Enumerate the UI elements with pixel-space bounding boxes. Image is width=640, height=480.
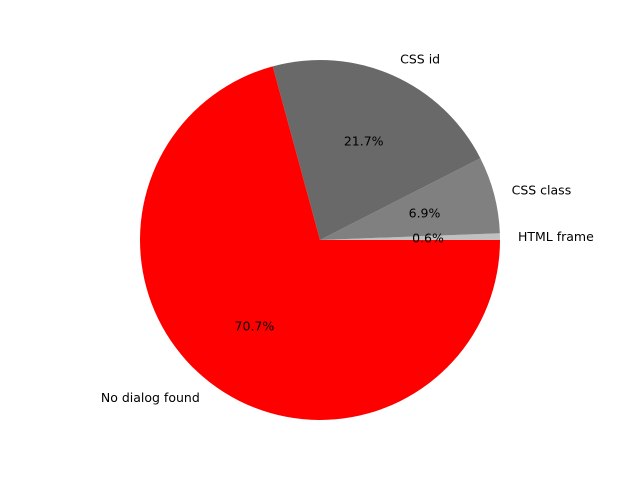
slice-percent-label-2: 21.7% [344,134,384,149]
pie-labels: HTML frame 0.6% CSS class 6.9% CSS id 21.7% No… [101,51,594,404]
slice-percent-label-1: 6.9% [409,205,441,220]
slice-percent-label-0: 0.6% [412,230,444,245]
pie-slices [140,60,500,421]
slice-label-3: No dialog found [101,390,200,405]
slice-percent-label-3: 70.7% [235,318,275,333]
pie-slice-1 [320,158,500,240]
pie-slice-0 [320,233,500,240]
pie-slice-2 [272,60,481,240]
slice-label-0: HTML frame [518,229,594,244]
slice-label-2: CSS id [400,51,440,66]
pie-slice-3 [140,66,500,421]
slice-label-1: CSS class [512,183,572,198]
